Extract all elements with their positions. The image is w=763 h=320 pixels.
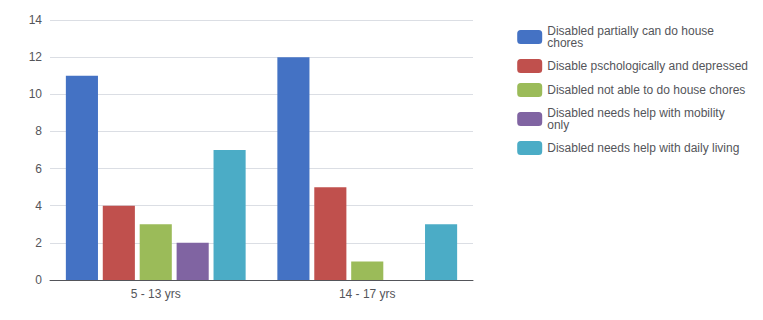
svg-text:Disabled not able to do house: Disabled not able to do house chores xyxy=(547,83,745,97)
svg-text:Disable pschologically and dep: Disable pschologically and depressed xyxy=(547,59,748,73)
svg-text:5 - 13 yrs: 5 - 13 yrs xyxy=(131,287,181,301)
svg-text:10: 10 xyxy=(29,87,43,101)
svg-text:Disabled needs help with mobil: Disabled needs help with mobility xyxy=(547,106,724,120)
svg-text:Disabled partially can do hous: Disabled partially can do house xyxy=(547,24,714,38)
svg-text:14 - 17 yrs: 14 - 17 yrs xyxy=(339,287,396,301)
svg-text:4: 4 xyxy=(35,199,42,213)
svg-text:0: 0 xyxy=(35,273,42,287)
svg-text:6: 6 xyxy=(35,162,42,176)
svg-text:2: 2 xyxy=(35,236,42,250)
svg-text:Disabled needs help with daily: Disabled needs help with daily living xyxy=(547,141,739,155)
svg-text:only: only xyxy=(547,118,569,132)
svg-text:8: 8 xyxy=(35,124,42,138)
svg-text:12: 12 xyxy=(29,50,43,64)
svg-text:14: 14 xyxy=(29,13,43,27)
svg-text:chores: chores xyxy=(547,36,583,50)
